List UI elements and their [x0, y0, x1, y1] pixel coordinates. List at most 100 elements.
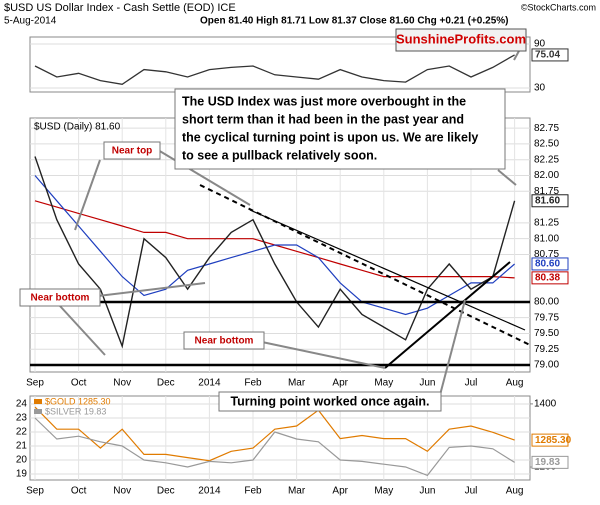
x-tick-label: Mar	[288, 378, 306, 389]
end-label: 75.04	[535, 50, 560, 61]
brand-box	[395, 28, 527, 52]
legend-label: $SILVER 19.83	[45, 406, 106, 416]
turning-note: Turning point worked once again.	[230, 394, 429, 408]
legend: $USD (Daily) 81.60	[34, 122, 121, 133]
note-line: short term than it had been in the past …	[182, 112, 464, 126]
label-box	[183, 331, 265, 350]
y-tick-label: 24	[16, 399, 28, 410]
x-tick-label: 2014	[198, 378, 221, 389]
y-tick-label: 80.75	[534, 249, 559, 260]
label-box	[218, 391, 442, 412]
end-label: 80.38	[535, 272, 560, 283]
date: 5-Aug-2014	[4, 16, 57, 27]
x-tick-label: Aug	[506, 486, 524, 497]
end-label-box	[531, 194, 569, 208]
y-tick-label: 23	[16, 413, 28, 424]
quote: Open 81.40 High 81.71 Low 81.37 Close 81…	[200, 16, 508, 27]
series-line	[34, 54, 515, 85]
x-tick-label: Jun	[419, 486, 435, 497]
end-label: 1285.30	[535, 435, 572, 446]
x-tick-label: Dec	[157, 378, 175, 389]
trend-line	[249, 209, 526, 331]
y-tick-label: 80.00	[534, 297, 559, 308]
y-tick-label: 81.75	[534, 186, 559, 197]
x-tick-label: Jul	[465, 378, 478, 389]
note-box	[174, 88, 506, 170]
y-tick-label: 81.25	[534, 218, 559, 229]
y-tick-label: 79.00	[534, 360, 559, 371]
arrow	[74, 159, 101, 231]
y-tick-label: 79.25	[534, 344, 559, 355]
y-tick-label: 90	[534, 39, 546, 50]
x-tick-label: Apr	[332, 486, 348, 497]
x-tick-label: Nov	[113, 378, 131, 389]
x-tick-label: May	[374, 378, 393, 389]
y-tick-label: 79.50	[534, 328, 559, 339]
near-bottom: Near bottom	[195, 336, 254, 347]
y-tick-label: 82.25	[534, 154, 559, 165]
label-box	[103, 141, 161, 160]
source: ©StockCharts.com	[521, 2, 596, 12]
x-tick-label: Mar	[288, 486, 306, 497]
x-tick-label: Oct	[71, 378, 87, 389]
end-label-box	[531, 48, 569, 62]
end-label: 19.83	[535, 457, 560, 468]
x-tick-label: Sep	[26, 486, 44, 497]
brand: SunshineProfits.com	[396, 31, 526, 46]
near-top: Near top	[112, 146, 153, 157]
near-bottom: Near bottom	[31, 293, 90, 304]
end-label-box	[531, 433, 569, 447]
y-tick-label: 19	[16, 469, 28, 480]
trend-lines	[30, 184, 531, 369]
y-tick-label: 20	[16, 455, 28, 466]
x-tick-label: May	[374, 486, 393, 497]
y-tick-label: 82.75	[534, 123, 559, 134]
y-tick-label: 21	[16, 441, 28, 452]
legend-swatch	[34, 399, 42, 404]
arrow	[439, 299, 466, 396]
end-label: 80.60	[535, 259, 560, 270]
title: $USD US Dollar Index - Cash Settle (EOD)…	[4, 2, 236, 14]
y-tick-label: 82.00	[534, 170, 559, 181]
note-line: The USD Index was just more overbought i…	[182, 94, 466, 108]
arrow	[497, 169, 517, 186]
trend-line	[199, 184, 531, 346]
y-tick-label: 81.00	[534, 233, 559, 244]
y2-tick-label: 1400	[534, 399, 557, 410]
end-label-box	[531, 257, 569, 271]
x-tick-label: 2014	[198, 486, 221, 497]
y-tick-label: 22	[16, 427, 28, 438]
arrow	[157, 149, 251, 206]
x-tick-label: Nov	[113, 486, 131, 497]
y-tick-label: 30	[534, 83, 546, 94]
y-tick-label: 79.75	[534, 312, 559, 323]
x-tick-label: Feb	[244, 486, 262, 497]
end-label: 81.60	[535, 195, 560, 206]
arrow	[261, 341, 386, 369]
end-label-box	[531, 271, 569, 285]
series-line	[34, 175, 515, 316]
x-tick-label: Oct	[71, 486, 87, 497]
series-line	[34, 417, 515, 477]
end-label-box	[531, 455, 569, 469]
legend-swatch	[34, 409, 42, 414]
trend-line	[384, 261, 511, 369]
series-line	[34, 406, 515, 462]
x-tick-label: Dec	[157, 486, 175, 497]
x-tick-label: Sep	[26, 378, 44, 389]
series-line	[34, 156, 516, 349]
arrows	[59, 39, 526, 396]
note-line: to see a pullback relatively soon.	[182, 148, 377, 162]
legend-label: $GOLD 1285.30	[45, 396, 111, 406]
y-tick-label: 82.50	[534, 139, 559, 150]
x-tick-label: Jul	[465, 486, 478, 497]
x-tick-label: Aug	[506, 378, 524, 389]
x-tick-label: Feb	[244, 378, 262, 389]
arrow	[97, 282, 206, 297]
label-box	[19, 288, 101, 307]
arrow	[59, 305, 106, 356]
x-tick-label: Apr	[332, 378, 348, 389]
x-tick-label: Jun	[419, 378, 435, 389]
